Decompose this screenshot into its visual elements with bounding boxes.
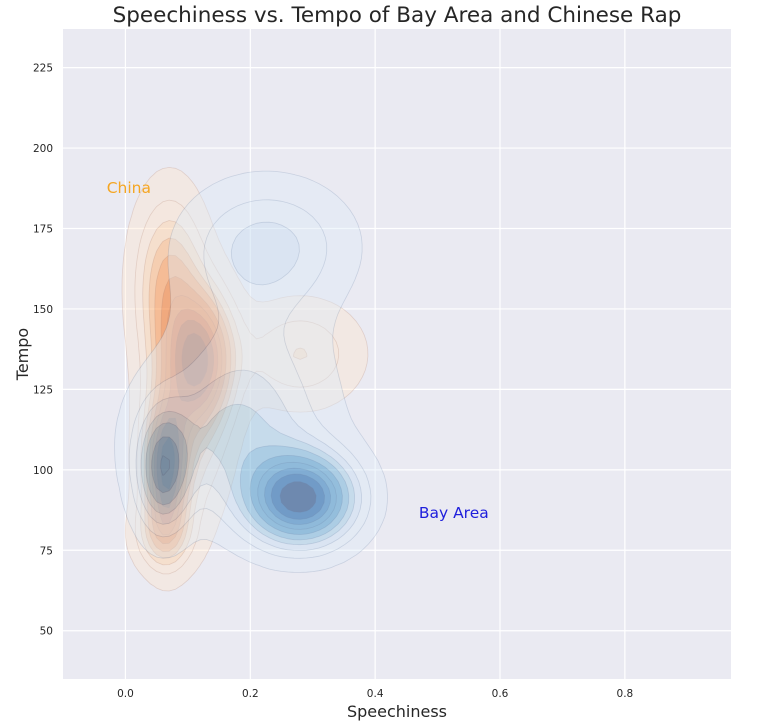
kde-level: [128, 199, 372, 559]
kde-level: [264, 467, 332, 525]
y-tick-label: 175: [33, 224, 53, 236]
kde-series-blues: [114, 170, 388, 573]
y-tick-label: 75: [40, 545, 53, 557]
kde-level: [140, 403, 356, 546]
x-tick-label: 0.8: [617, 688, 634, 700]
y-tick-label: 200: [33, 143, 53, 155]
kde-contours: [114, 166, 388, 592]
chart-title: Speechiness vs. Tempo of Bay Area and Ch…: [113, 3, 682, 28]
kde-level: [151, 294, 223, 536]
kde-level: [143, 237, 237, 559]
kde-level: [148, 275, 227, 545]
kde-level: [160, 454, 337, 530]
y-tick-label: 100: [33, 465, 53, 477]
kde-series-oranges: [121, 166, 369, 592]
x-tick-labels: 0.0 0.2 0.4 0.6 0.8: [117, 688, 633, 700]
y-tick-label: 150: [33, 304, 53, 316]
kde-level: [146, 254, 232, 552]
kde-level: [140, 220, 308, 566]
y-tick-labels: 50 75 100 125 150 175 200 225: [33, 63, 53, 638]
kde-level: [270, 473, 326, 520]
kde-level: [160, 332, 209, 490]
kde-level: [151, 436, 343, 535]
y-tick-label: 225: [33, 63, 53, 75]
kde-level: [145, 422, 350, 541]
kde-level: [135, 221, 363, 552]
series-label: Bay Area: [419, 504, 489, 522]
x-axis-label: Speechiness: [347, 702, 447, 721]
kde-level: [279, 481, 317, 513]
kde-level: [156, 319, 214, 509]
kde-level: [134, 199, 340, 575]
grid: [63, 29, 731, 679]
y-axis-label: Tempo: [13, 328, 32, 381]
plot-area: [63, 29, 731, 679]
y-tick-label: 50: [40, 626, 53, 638]
series-label: China: [107, 179, 151, 197]
kde-level: [153, 308, 219, 524]
x-tick-label: 0.4: [367, 688, 384, 700]
kde-level: [114, 170, 388, 573]
y-tick-label: 125: [33, 384, 53, 396]
x-tick-label: 0.2: [242, 688, 259, 700]
kde-level: [121, 166, 369, 592]
series-annotations: China Bay Area: [107, 179, 489, 522]
x-tick-label: 0.6: [492, 688, 509, 700]
x-tick-label: 0.0: [117, 688, 134, 700]
